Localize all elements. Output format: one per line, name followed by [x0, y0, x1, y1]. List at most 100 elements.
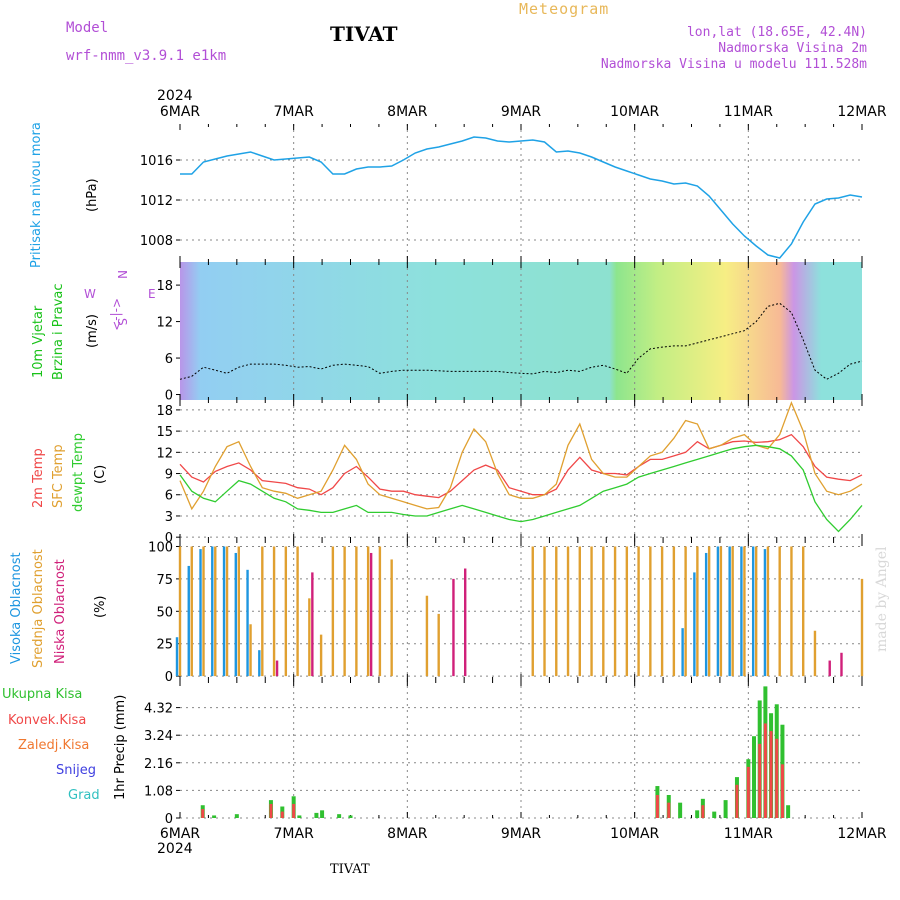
low-cloud-bar — [452, 578, 455, 677]
y-tick-label: 12 — [156, 316, 173, 331]
total-precip-bar — [337, 814, 342, 818]
temperature-panel: 0 3 6 9 12 15 18 — [156, 400, 863, 546]
y-tick-label: 9 — [165, 468, 173, 483]
legend-snow: Snijeg — [56, 763, 96, 778]
total-precip-bar — [786, 805, 791, 818]
high-cloud-bar — [199, 549, 202, 677]
precip-ylabel: 1hr Precip (mm) — [113, 695, 128, 800]
total-precip-bar — [712, 811, 717, 818]
legend-total-precip: Ukupna Kisa — [2, 687, 82, 702]
mid-cloud-bar — [613, 546, 617, 677]
conv-precip-bar — [769, 731, 773, 818]
wind-ylabel-sub: Brzina i Pravac — [51, 283, 66, 380]
y-tick-label: 0 — [165, 389, 173, 404]
low-cloud-bar — [828, 660, 831, 677]
high-cloud-bar — [763, 549, 767, 677]
low-cloud-bar — [369, 552, 373, 677]
mid-cloud-bar — [754, 546, 758, 677]
legend-frz-precip: Zaledj.Kisa — [18, 738, 89, 753]
total-precip-bar — [678, 802, 683, 818]
mid-cloud-bar — [790, 546, 793, 677]
footer-station: TIVAT — [330, 862, 370, 877]
mid-cloud-bar — [202, 546, 205, 677]
model-label: Model — [66, 20, 109, 36]
mid-cloud-bar — [802, 546, 805, 677]
conv-precip-bar — [269, 803, 273, 818]
mid-cloud-bar — [566, 546, 570, 677]
pressure-unit: (hPa) — [85, 178, 100, 212]
y-tick-label: 12 — [156, 446, 173, 461]
y-tick-label: 50 — [156, 605, 173, 620]
total-precip-bar — [212, 815, 217, 818]
mid-cloud-bar — [684, 546, 687, 677]
dewpt-line — [179, 444, 863, 533]
mid-cloud-bar — [178, 546, 182, 677]
conv-precip-bar — [746, 766, 750, 818]
compass-label-2: <-|-> — [110, 298, 124, 331]
mid-cloud-bar — [672, 546, 676, 677]
mid-cloud-bar — [190, 546, 193, 677]
legend-conv-precip: Konvek.Kisa — [8, 713, 86, 728]
mid-cloud-bar — [261, 546, 264, 677]
mid-cloud-bar — [319, 634, 323, 677]
mid-cloud-bar — [637, 546, 640, 677]
panel-bg — [180, 124, 862, 262]
mid-cloud-bar — [696, 546, 699, 677]
wind-compass: N W <-|-> E S — [84, 270, 156, 331]
mid-cloud-bar — [649, 546, 652, 677]
mid-cloud-bar — [284, 546, 288, 677]
conv-precip-bar — [655, 795, 659, 818]
mid-cloud-bar — [555, 546, 558, 677]
top-year-label: 2024 — [157, 88, 193, 104]
total-precip-bar — [314, 812, 319, 818]
cloud-unit: (%) — [93, 596, 108, 619]
wind-barb-field — [180, 262, 862, 400]
wind-unit: (m/s) — [85, 314, 100, 348]
temp-2m-line — [179, 433, 863, 499]
conv-precip-bar — [763, 723, 767, 818]
top-date-labels: 6MAR 7MAR 8MAR 9MAR 10MAR 11MAR 12MAR — [160, 104, 887, 120]
total-precip-bar — [234, 814, 239, 818]
compass-label-1: W — [84, 287, 96, 301]
conv-precip-bar — [780, 764, 784, 818]
mid-cloud-bar — [355, 546, 358, 677]
top-date-4: 10MAR — [610, 104, 659, 120]
bottom-date-1: 7MAR — [274, 826, 315, 842]
conv-precip-bar — [280, 811, 284, 818]
mid-cloud-bar — [214, 546, 217, 677]
high-cloud-bar — [258, 650, 261, 677]
y-tick-label: 18 — [156, 404, 173, 419]
y-tick-label: 100 — [148, 540, 173, 555]
wind-panel: 0 6 12 18 — [156, 262, 863, 404]
top-date-0: 6MAR — [160, 104, 201, 120]
panel-bg — [180, 400, 862, 540]
mid-cloud-bar — [237, 546, 240, 677]
top-date-6: 12MAR — [837, 104, 886, 120]
total-precip-bar — [723, 800, 728, 818]
mid-cloud-bar — [766, 546, 770, 677]
y-tick-label: 0 — [165, 812, 173, 827]
total-precip-bar — [348, 815, 353, 818]
total-precip-bar — [320, 810, 325, 818]
mid-cloud-bar — [778, 546, 781, 677]
compass-label-3: E — [148, 287, 156, 301]
bottom-year-label: 2024 — [157, 841, 193, 857]
mid-cloud-bar — [602, 546, 605, 677]
high-cloud-bar — [175, 637, 179, 677]
mid-cloud-bar — [390, 559, 393, 677]
bottom-date-6: 12MAR — [837, 826, 886, 842]
y-tick-label: 1012 — [140, 194, 173, 209]
high-cloud-bar — [681, 628, 684, 677]
total-precip-bar — [297, 815, 302, 818]
bottom-date-5: 11MAR — [724, 826, 773, 842]
compass-label-0: N — [115, 270, 129, 279]
conv-precip-bar — [292, 803, 296, 818]
high-cloud-ylabel: Visoka Oblacnost — [9, 552, 24, 664]
mid-cloud-bar — [378, 546, 382, 677]
model-name: wrf-nmm_v3.9.1 e1km — [66, 48, 227, 64]
mid-cloud-bar — [578, 546, 581, 677]
pressure-panel: 1008 1012 1016 — [140, 124, 863, 262]
mid-cloud-bar — [425, 595, 429, 677]
top-date-3: 9MAR — [501, 104, 542, 120]
conv-precip-bar — [775, 738, 779, 818]
